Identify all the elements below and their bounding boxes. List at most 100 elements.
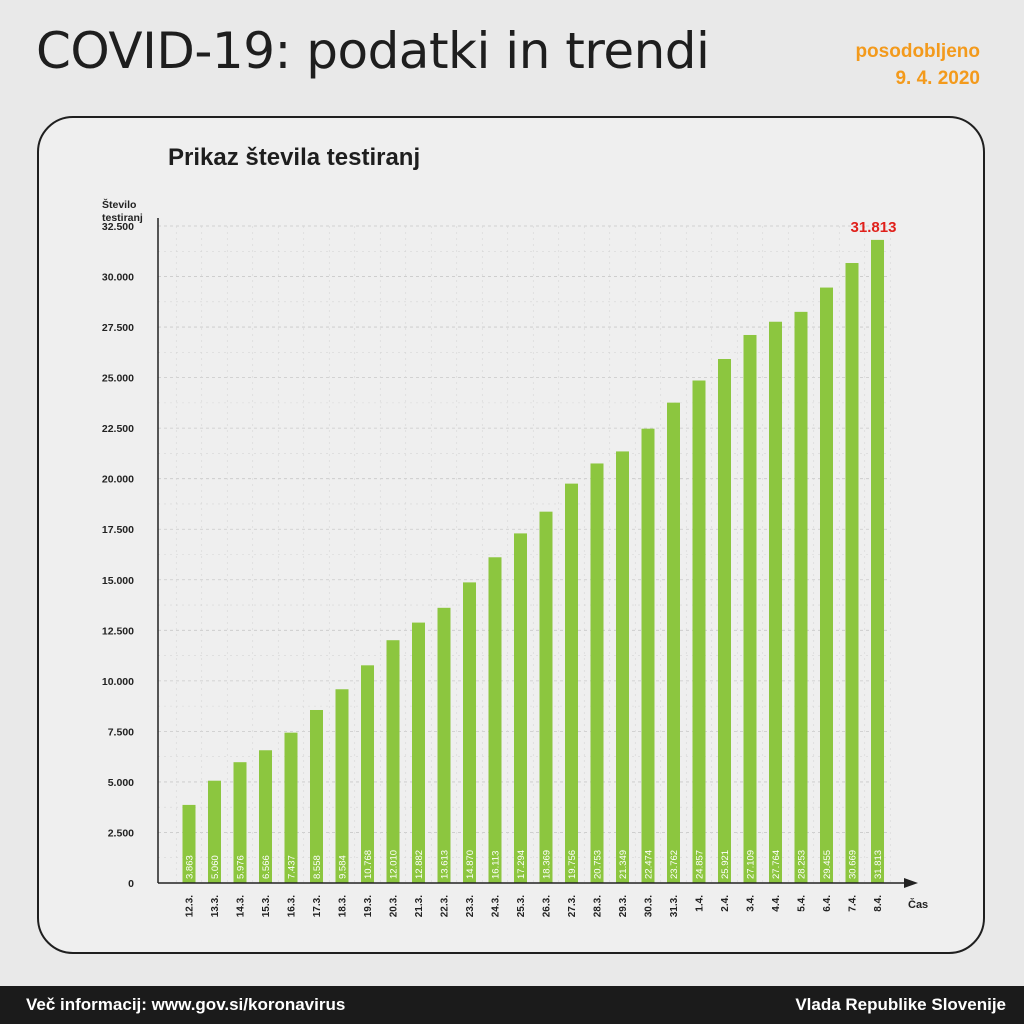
bar xyxy=(514,533,527,883)
bar xyxy=(437,607,451,883)
x-tick-label: 28.3. xyxy=(593,895,604,917)
bar xyxy=(820,287,833,883)
y-tick-label: 22.500 xyxy=(102,423,134,435)
bar-value-label: 18.369 xyxy=(542,850,553,879)
x-tick-label: 24.3. xyxy=(491,895,502,917)
x-tick-label: 6.4. xyxy=(822,895,833,912)
bar xyxy=(692,380,706,883)
bar xyxy=(667,402,680,883)
bar-value-label: 10.768 xyxy=(363,850,374,879)
bar xyxy=(284,732,298,883)
y-tick-label: 2.500 xyxy=(108,827,134,839)
x-tick-label: 25.3. xyxy=(516,895,527,917)
bar xyxy=(335,689,349,883)
bar-value-label: 7.437 xyxy=(287,855,298,879)
bar-value-label: 9.584 xyxy=(338,855,349,879)
y-tick-label: 20.000 xyxy=(102,474,134,486)
x-tick-label: 3.4. xyxy=(746,895,757,912)
y-tick-label: 7.500 xyxy=(108,726,134,738)
bar xyxy=(565,483,578,883)
y-tick-label: 5.000 xyxy=(108,777,134,789)
x-tick-label: 17.3. xyxy=(312,895,323,917)
bar-value-label: 14.870 xyxy=(465,850,476,879)
y-tick-label: 15.000 xyxy=(102,575,134,587)
bar-value-label: 24.857 xyxy=(695,850,706,879)
y-tick-label: 25.000 xyxy=(102,373,134,385)
bar xyxy=(718,358,731,883)
axis-layer: Število testiranj Čas xyxy=(102,198,928,911)
bars-layer xyxy=(182,239,884,884)
updated-info: posodobljeno 9. 4. 2020 xyxy=(855,38,980,92)
y-tick-label: 17.500 xyxy=(102,524,134,536)
bar-value-label: 28.253 xyxy=(797,850,808,879)
updated-date: 9. 4. 2020 xyxy=(895,68,980,89)
x-tick-label: 30.3. xyxy=(644,895,655,917)
x-tick-label: 27.3. xyxy=(567,895,578,917)
bar xyxy=(310,709,323,883)
y-tick-label: 0 xyxy=(128,878,134,890)
bar-value-label: 12.010 xyxy=(389,850,400,879)
y-axis-label-line1: Število xyxy=(102,198,136,211)
footer-more-info: Več informacij: www.gov.si/koronavirus xyxy=(26,995,346,1014)
bar xyxy=(769,321,782,883)
bar-value-label: 17.294 xyxy=(516,850,527,879)
x-tick-label: 22.3. xyxy=(440,895,451,917)
bar xyxy=(412,622,425,883)
x-axis-arrow xyxy=(904,878,918,888)
bar-value-label: 27.109 xyxy=(746,850,757,879)
bar-value-label: 5.976 xyxy=(236,855,247,879)
bar xyxy=(616,451,629,883)
page-title: COVID-19: podatki in trendi xyxy=(36,22,710,80)
x-tick-label: 14.3. xyxy=(236,895,247,917)
bar-value-label: 21.349 xyxy=(618,850,629,879)
bar-value-label: 29.455 xyxy=(822,850,833,879)
x-tick-label: 18.3. xyxy=(338,895,349,917)
bar-value-label: 27.764 xyxy=(771,850,782,879)
bar xyxy=(590,463,604,883)
x-tick-label: 26.3. xyxy=(542,895,553,917)
bar-value-label: 19.756 xyxy=(567,850,578,879)
bar xyxy=(463,582,476,883)
bar-value-label: 31.813 xyxy=(873,850,884,879)
bar xyxy=(208,780,221,883)
x-tick-label: 1.4. xyxy=(695,895,706,912)
bar-value-label: 22.474 xyxy=(644,850,655,879)
chart-title: Prikaz števila testiranj xyxy=(168,144,421,171)
bar xyxy=(386,640,400,883)
bar-value-label: 30.669 xyxy=(848,850,859,879)
x-tick-label: 7.4. xyxy=(848,895,859,912)
labels-layer: 3.863 12.3. 5.060 13.3. 5.976 14.3. 6.566 15.3.… xyxy=(185,219,897,917)
bar xyxy=(743,334,757,883)
footer-government: Vlada Republike Slovenije xyxy=(795,995,1006,1014)
highlight-value-label: 31.813 xyxy=(851,219,897,236)
x-tick-label: 20.3. xyxy=(389,895,400,917)
x-tick-label: 29.3. xyxy=(618,895,629,917)
x-tick-label: 12.3. xyxy=(185,895,196,917)
bar-value-label: 25.921 xyxy=(720,850,731,879)
y-tick-label: 32.500 xyxy=(102,221,134,233)
bar-value-label: 6.566 xyxy=(261,855,272,879)
x-tick-label: 2.4. xyxy=(720,895,731,912)
bar xyxy=(794,311,808,883)
bar xyxy=(182,804,196,883)
x-tick-label: 21.3. xyxy=(414,895,425,917)
bar-value-label: 16.113 xyxy=(491,851,502,879)
bar-value-label: 3.863 xyxy=(185,855,196,879)
x-tick-label: 31.3. xyxy=(669,895,680,917)
y-tick-label: 27.500 xyxy=(102,322,134,334)
bar-value-label: 23.762 xyxy=(669,850,680,879)
y-axis-label-line2: testiranj xyxy=(102,212,143,224)
footer: Več informacij: www.gov.si/koronavirus V… xyxy=(0,986,1024,1024)
bar xyxy=(233,762,247,883)
bar xyxy=(259,750,272,883)
ticks-layer: 0 2.500 5.000 7.500 10.000 12.500 15.000 17.500… xyxy=(102,221,134,890)
bar xyxy=(845,263,859,883)
bar-value-label: 12.882 xyxy=(414,850,425,879)
x-tick-label: 23.3. xyxy=(465,895,476,917)
bar-value-label: 20.753 xyxy=(593,850,604,879)
bar xyxy=(539,511,553,883)
x-tick-label: 15.3. xyxy=(261,895,272,917)
x-tick-label: 16.3. xyxy=(287,895,298,917)
bar xyxy=(641,428,655,883)
